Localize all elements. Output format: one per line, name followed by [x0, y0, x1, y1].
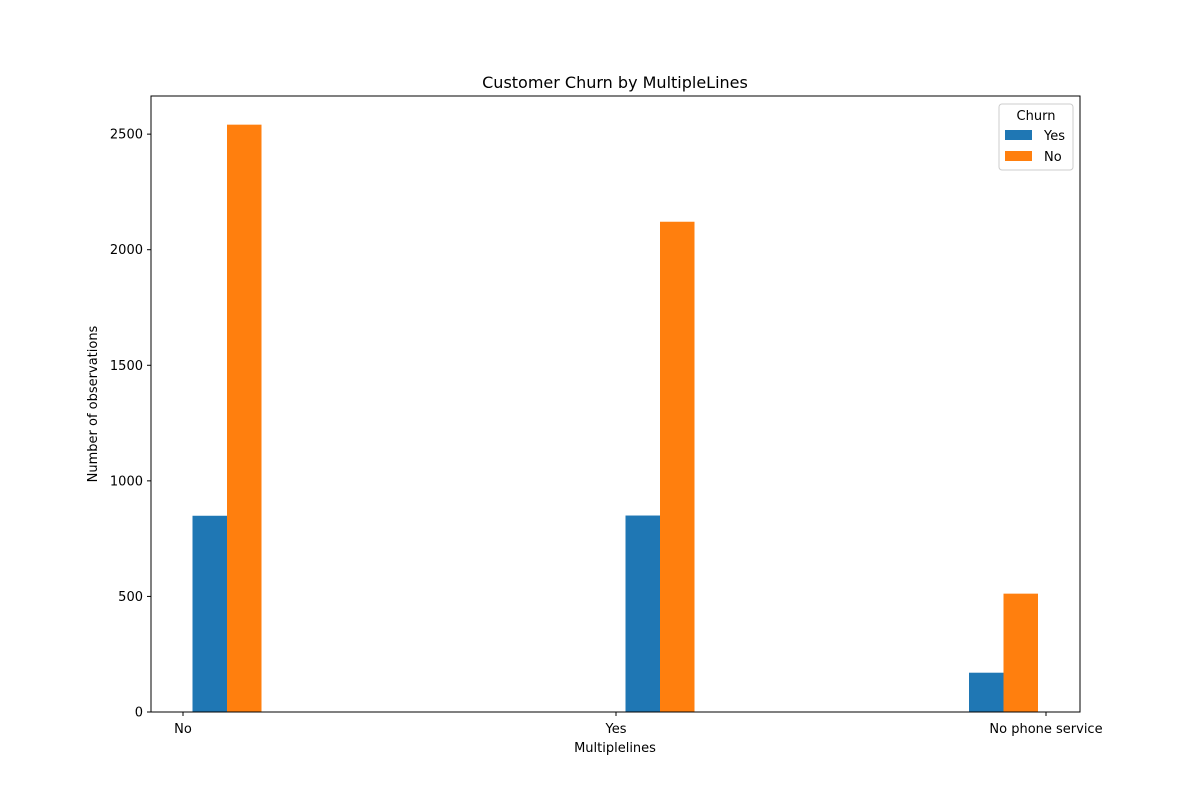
y-axis: 0 500 1000 1500 2000 2500 — [110, 128, 151, 721]
x-tick-label: No phone service — [989, 722, 1102, 737]
chart-title: Customer Churn by MultipleLines — [482, 73, 748, 92]
y-tick-label: 1500 — [110, 359, 143, 374]
y-tick-label: 500 — [118, 590, 143, 605]
legend-label-no: No — [1044, 150, 1062, 165]
bar-yes-churn-no — [660, 221, 695, 712]
y-axis-label: Number of observations — [86, 325, 101, 482]
plot-frame — [150, 95, 1081, 713]
x-tick-label: Yes — [605, 722, 627, 737]
x-tick-label: No — [174, 722, 192, 737]
bar-no-phone-service-churn-no — [1003, 593, 1038, 712]
x-axis: No Yes No phone service — [174, 712, 1103, 737]
bars-group — [192, 124, 1038, 712]
bar-yes-churn-yes — [625, 515, 660, 712]
bar-no-phone-service-churn-yes — [969, 672, 1004, 712]
y-tick-label: 2000 — [110, 243, 143, 258]
y-tick-label: 2500 — [110, 128, 143, 143]
legend-label-yes: Yes — [1043, 129, 1065, 144]
legend-title: Churn — [1017, 109, 1056, 124]
legend-swatch-yes — [1005, 130, 1032, 140]
legend: Churn Yes No — [998, 103, 1074, 171]
y-tick-label: 1000 — [110, 474, 143, 489]
bar-no-churn-no — [227, 124, 262, 712]
legend-swatch-no — [1005, 151, 1032, 161]
bar-no-churn-yes — [192, 515, 227, 712]
y-tick-label: 0 — [135, 706, 143, 721]
x-axis-label: Multiplelines — [574, 741, 656, 756]
